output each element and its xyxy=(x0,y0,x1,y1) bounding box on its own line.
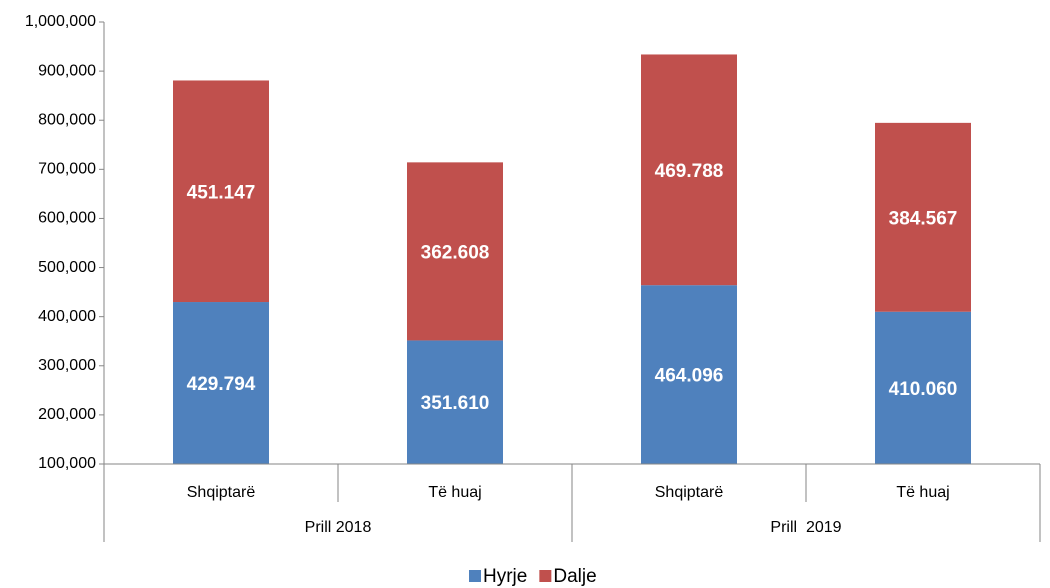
y-tick-label: 1,000,000 xyxy=(25,13,96,30)
y-tick-label: 200,000 xyxy=(38,406,96,423)
data-label: 410.060 xyxy=(889,379,958,400)
bar-segment xyxy=(173,80,269,303)
legend-swatch xyxy=(469,570,481,582)
group-label: Prill 2019 xyxy=(770,519,841,536)
data-label: 351.610 xyxy=(421,393,490,414)
y-tick-label: 100,000 xyxy=(38,455,96,472)
data-label: 429.794 xyxy=(187,374,256,395)
x-tick-label: Të huaj xyxy=(896,484,949,501)
x-tick-label: Shqiptarë xyxy=(187,484,256,501)
data-label: 469.788 xyxy=(655,161,724,182)
data-label: 384.567 xyxy=(889,208,958,229)
y-tick-label: 900,000 xyxy=(38,62,96,79)
y-tick-label: 300,000 xyxy=(38,357,96,374)
bar-segment xyxy=(407,340,503,464)
bar-segment xyxy=(875,122,971,312)
x-tick-label: Të huaj xyxy=(428,484,481,501)
bar-segment xyxy=(641,54,737,286)
data-label: 464.096 xyxy=(655,366,724,387)
data-label: 451.147 xyxy=(187,182,256,203)
y-tick-label: 600,000 xyxy=(38,210,96,227)
y-tick-label: 400,000 xyxy=(38,308,96,325)
y-tick-label: 800,000 xyxy=(38,111,96,128)
bar-segment xyxy=(641,285,737,464)
bar-segment xyxy=(407,162,503,341)
x-tick-label: Shqiptarë xyxy=(655,484,724,501)
bar-segment xyxy=(875,311,971,464)
legend-label: Dalje xyxy=(553,566,596,587)
legend-label: Hyrje xyxy=(483,566,527,587)
bar-segment xyxy=(173,302,269,464)
legend-swatch xyxy=(539,570,552,582)
y-tick-label: 500,000 xyxy=(38,259,96,276)
group-label: Prill 2018 xyxy=(305,519,372,536)
data-label: 362.608 xyxy=(421,242,490,263)
y-tick-label: 700,000 xyxy=(38,161,96,178)
